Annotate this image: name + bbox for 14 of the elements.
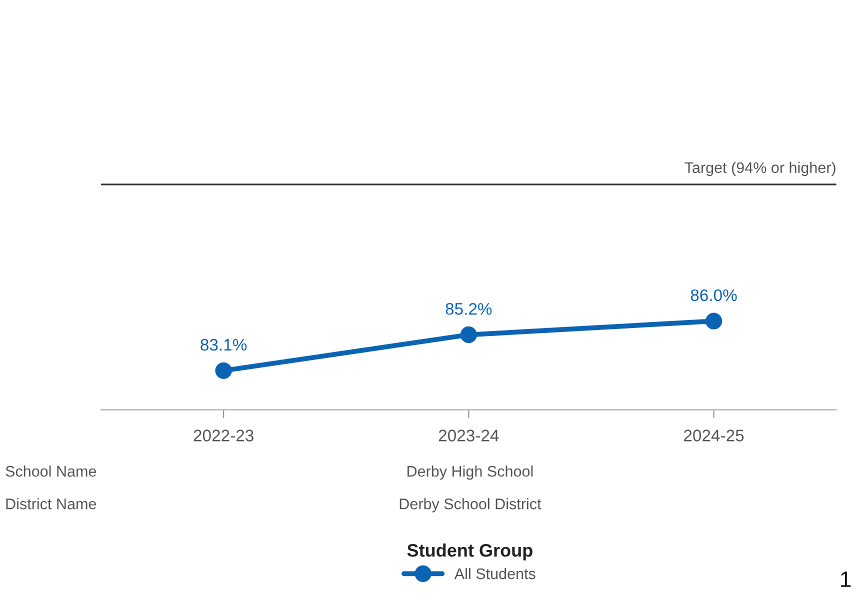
legend-label: All Students — [454, 568, 536, 580]
text: 1 — [841, 572, 851, 587]
ref-line-label: Target (94% or higher) — [684, 162, 836, 176]
text: Derby High School — [408, 466, 533, 480]
text: District Name — [6, 498, 96, 510]
data-label: 83.1% — [200, 338, 247, 351]
data-label: 86.0% — [690, 289, 737, 302]
x-tick-label: 2023-24 — [438, 430, 499, 442]
x-tick-label: 2022-23 — [194, 430, 254, 442]
legend-title: Student Group — [407, 544, 532, 560]
x-tick-label: 2024-25 — [684, 430, 744, 442]
text: Derby School District — [400, 498, 542, 512]
text: School Name — [6, 466, 96, 477]
data-label: 85.2% — [446, 303, 492, 315]
